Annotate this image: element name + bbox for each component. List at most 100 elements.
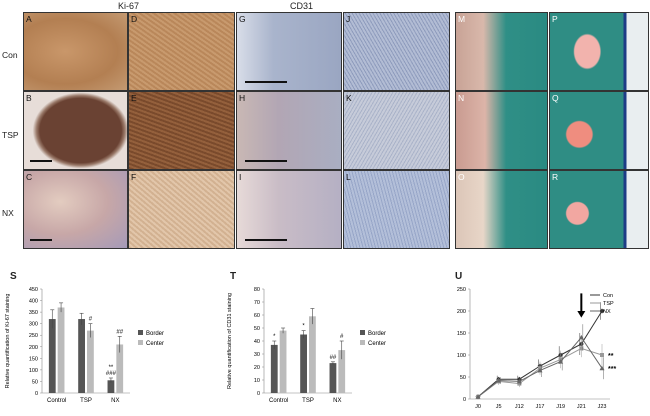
y-tick-label: 50 (32, 379, 38, 385)
x-tick-label: Control (269, 398, 288, 404)
data-point (558, 359, 564, 364)
panel-label: F (131, 172, 137, 182)
y-tick-label: 0 (257, 391, 260, 397)
panel-label: M (458, 14, 466, 24)
data-point (517, 381, 522, 386)
arrow-head (577, 311, 586, 318)
data-point (537, 367, 543, 373)
y-tick-label: 250 (457, 287, 466, 293)
y-tick-label: 20 (254, 365, 260, 371)
bar-center (116, 344, 124, 393)
panel-label: H (239, 93, 246, 103)
y-tick-label: 0 (463, 397, 466, 403)
y-tick-label: 30 (254, 352, 260, 358)
bar-center (57, 307, 65, 393)
scale-bar (30, 239, 52, 241)
legend-label: NX (603, 309, 611, 315)
significance-marker: # (340, 334, 344, 340)
bar-border (78, 319, 85, 393)
x-tick-label: J5 (496, 404, 502, 410)
y-tick-label: 200 (457, 309, 466, 315)
panel-label: I (239, 172, 242, 182)
panel-label: E (131, 93, 137, 103)
data-point (496, 378, 502, 383)
scale-bar (245, 160, 287, 162)
y-tick-label: 100 (457, 353, 466, 359)
legend-label: Center (368, 341, 386, 347)
legend-label: TSP (603, 301, 614, 307)
bar-border (48, 319, 56, 393)
legend-swatch (138, 330, 143, 335)
scale-bar (30, 160, 52, 162)
panel-label: K (346, 93, 352, 103)
panel-label: C (26, 172, 33, 182)
panel-photo-nx-mouse: O (455, 170, 548, 249)
bar-center (309, 316, 316, 393)
x-tick-label: NX (111, 398, 119, 404)
scale-bar (245, 81, 287, 83)
panel-cd31-tsp-high: K (343, 91, 450, 170)
bar-center (87, 330, 94, 393)
legend-label: Border (146, 331, 164, 337)
significance-marker: * (302, 324, 305, 330)
y-tick-label: 150 (29, 356, 38, 362)
bar-center (338, 350, 346, 393)
panel-photo-tsp-tumor: Q (549, 91, 649, 170)
x-tick-label: NX (333, 398, 341, 404)
scale-bar (245, 239, 287, 241)
y-tick-label: 40 (254, 339, 260, 345)
legend-swatch (360, 340, 365, 345)
data-point (516, 378, 522, 384)
data-point (599, 308, 605, 314)
x-tick-label: J0 (475, 404, 481, 410)
y-tick-label: 60 (254, 313, 260, 319)
panel-ki67-nx-high: F (128, 170, 235, 249)
chart-t-cd31: Relative quantification of CD31 staining… (227, 287, 386, 404)
y-tick-label: 100 (29, 368, 38, 374)
bar-border (329, 363, 337, 393)
significance-marker: ### (106, 371, 117, 377)
bar-border (107, 380, 115, 393)
panel-label: P (552, 14, 558, 24)
panel-ki67-nx-low: C (23, 170, 128, 249)
panel-ki67-con-high: D (128, 12, 235, 91)
legend-label: Con (603, 293, 613, 299)
y-tick-label: 400 (29, 299, 38, 305)
y-tick-label: 300 (29, 322, 38, 328)
panel-cd31-con-high: J (343, 12, 450, 91)
data-point (475, 394, 481, 399)
panel-label: L (346, 172, 351, 182)
panel-ki67-tsp-high: E (128, 91, 235, 170)
panel-ki67-tsp-low: B (23, 91, 128, 170)
significance-marker: # (89, 317, 93, 323)
significance-marker: ** (109, 365, 114, 371)
x-tick-label: J21 (577, 404, 586, 410)
x-tick-label: J12 (515, 404, 524, 410)
row-label-tsp: TSP (2, 130, 19, 140)
data-point (600, 353, 604, 357)
x-tick-label: J19 (556, 404, 565, 410)
panel-photo-tsp-mouse: N (455, 91, 548, 170)
legend-swatch (360, 330, 365, 335)
bar-border (270, 344, 278, 393)
header-ki67: Ki-67 (118, 1, 140, 11)
panel-label: N (458, 93, 465, 103)
y-tick-label: 80 (254, 287, 260, 293)
panel-label: O (458, 172, 465, 182)
chart-s-ki67: Relative quantification of Ki-67 stainin… (5, 287, 164, 404)
y-tick-label: 0 (35, 391, 38, 397)
panel-label: R (552, 172, 559, 182)
y-tick-label: 70 (254, 300, 260, 306)
panel-photo-nx-tumor: R (549, 170, 649, 249)
panel-cd31-nx-low: I (236, 170, 342, 249)
legend-swatch (138, 340, 143, 345)
panel-label: B (26, 93, 32, 103)
legend-label: Center (146, 341, 164, 347)
y-tick-label: 350 (29, 310, 38, 316)
y-tick-label: 50 (460, 375, 466, 381)
x-tick-label: Control (47, 398, 66, 404)
data-point (599, 365, 605, 371)
panel-ki67-con-low: A (23, 12, 128, 91)
significance-marker: ## (330, 355, 337, 361)
